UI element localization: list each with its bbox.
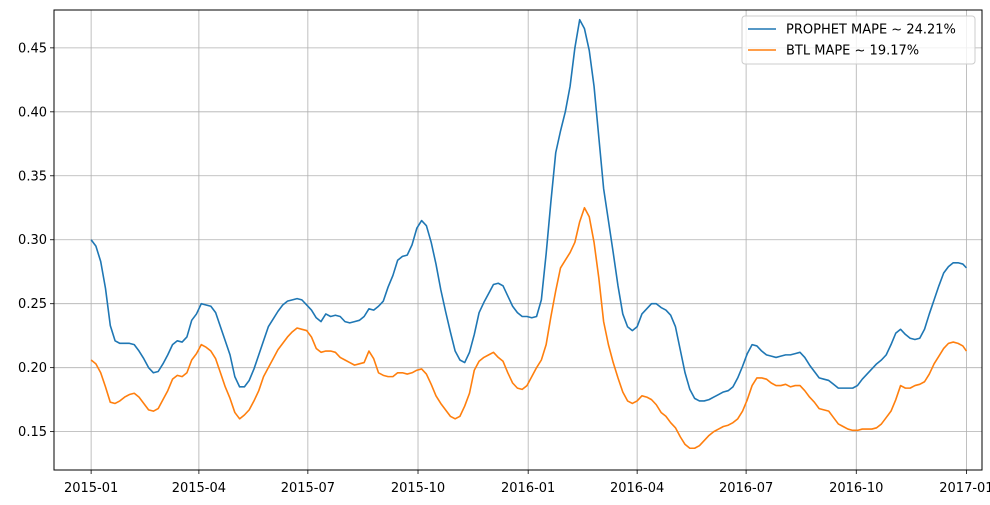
legend-box <box>741 15 976 65</box>
series-line-2 <box>90 206 968 450</box>
x-tick-label: 2016-04 <box>610 481 664 496</box>
y-tick-label: 0.30 <box>18 233 47 248</box>
y-tick-label: 0.40 <box>18 105 47 120</box>
x-tick-label: 2015-04 <box>172 481 226 496</box>
legend-label-1: PROPHET MAPE ~ 24.21% <box>786 23 956 38</box>
chart-series-layer <box>90 18 968 450</box>
x-axis: 2015-01 2015-04 2015-07 2015-10 2016-01 2016-… <box>64 470 990 496</box>
x-tick-label: 2017-01 <box>939 481 990 496</box>
x-tick-label: 2016-07 <box>719 481 773 496</box>
x-tick-label: 2016-10 <box>829 481 883 496</box>
y-axis: 0.15 0.20 0.25 0.30 0.35 0.40 0.45 <box>18 41 54 440</box>
y-tick-label: 0.15 <box>18 425 47 440</box>
x-tick-label: 2015-10 <box>391 481 445 496</box>
chart-grid <box>54 10 982 470</box>
y-tick-label: 0.25 <box>18 297 47 312</box>
x-tick-label: 2016-01 <box>501 481 555 496</box>
legend: PROPHET MAPE ~ 24.21% BTL MAPE ~ 19.17% <box>741 15 976 65</box>
y-tick-label: 0.20 <box>18 361 47 376</box>
x-tick-label: 2015-07 <box>281 481 335 496</box>
x-tick-label: 2015-01 <box>64 481 118 496</box>
y-tick-label: 0.45 <box>18 41 47 56</box>
legend-label-2: BTL MAPE ~ 19.17% <box>786 44 919 59</box>
series-line-1 <box>90 18 968 402</box>
y-tick-label: 0.35 <box>18 169 47 184</box>
